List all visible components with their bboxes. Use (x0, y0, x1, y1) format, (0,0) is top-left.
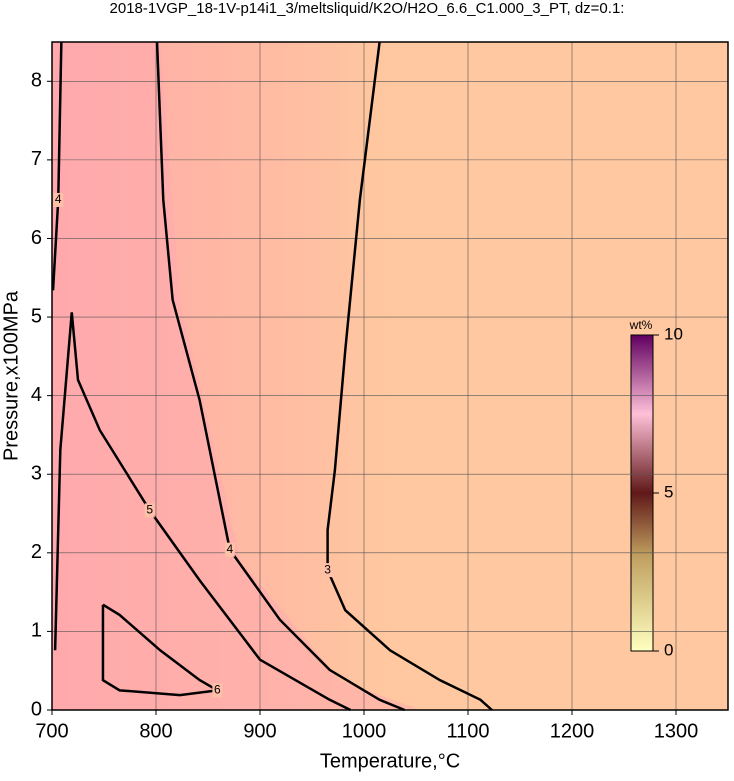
y-tick-label: 6 (31, 227, 42, 249)
high-region (52, 42, 420, 710)
contour-label-bg (224, 542, 235, 557)
colorbar-tick-label: 10 (664, 324, 683, 343)
contour-label-bg (53, 192, 64, 207)
colorbar-tick-label: 5 (664, 482, 673, 501)
x-tick-label: 1100 (446, 720, 489, 742)
contour-label: 5 (146, 503, 153, 517)
contour-label: 6 (214, 683, 221, 697)
y-tick-label: 4 (31, 384, 42, 406)
y-tick-label: 7 (31, 148, 42, 170)
y-tick-label: 5 (31, 305, 42, 327)
x-tick-label: 700 (35, 720, 68, 742)
plot-frame (51, 41, 729, 711)
x-tick-label: 800 (139, 720, 172, 742)
colorbar (630, 334, 654, 652)
y-tick-label: 2 (31, 541, 42, 563)
colorbar-tick-label: 0 (664, 640, 673, 659)
x-tick-label: 1300 (654, 720, 699, 742)
y-tick-label: 3 (31, 463, 42, 485)
x-axis-label: Temperature,°C (320, 750, 460, 772)
contour-line (53, 312, 352, 712)
x-tick-label: 900 (243, 720, 276, 742)
y-tick-label: 1 (31, 620, 42, 642)
y-tick-label: 8 (31, 70, 42, 92)
y-axis-label: Pressure,x100MPa (0, 290, 22, 461)
x-tick-label: 1000 (342, 720, 387, 742)
y-tick-label: 0 (31, 698, 42, 720)
contour-label-bg (212, 683, 223, 698)
chart-title: 2018-1VGP_18-1V-p14i1_3/meltsliquid/K2O/… (110, 0, 625, 17)
contour-label: 4 (226, 542, 233, 556)
contour-label-bg (144, 503, 155, 518)
contour-label-bg (322, 563, 333, 578)
x-tick-label: 1200 (550, 720, 595, 742)
contour-label: 4 (55, 192, 62, 206)
contour-label: 3 (324, 562, 331, 576)
colorbar-label: wt% (629, 318, 653, 332)
